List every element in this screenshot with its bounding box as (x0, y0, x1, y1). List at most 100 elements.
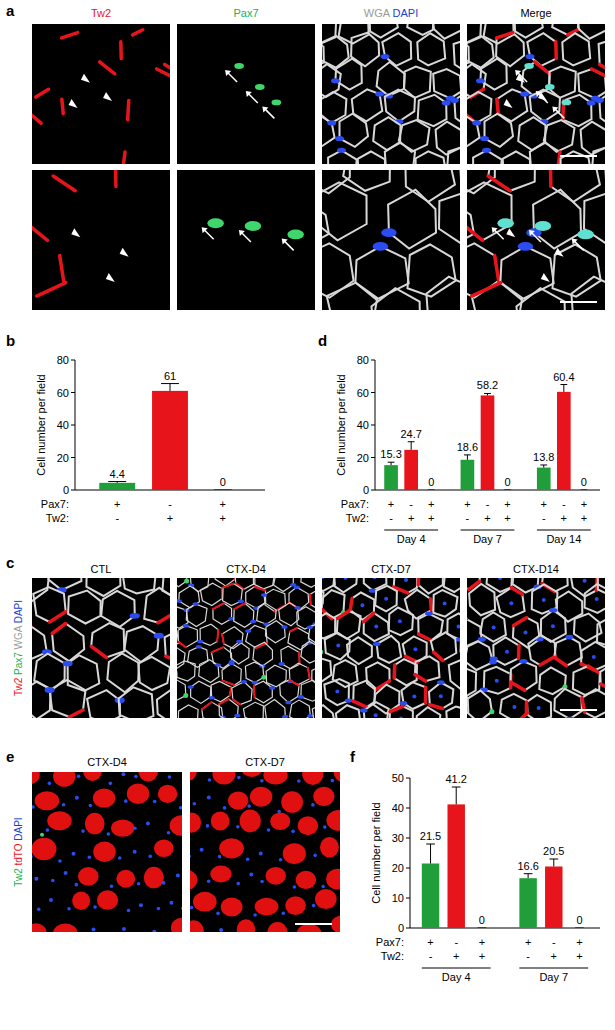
row-sign: + (525, 936, 531, 948)
nucleus (279, 858, 283, 862)
micrograph (322, 578, 460, 718)
fiber-outline (405, 170, 455, 202)
nucleus (373, 642, 381, 646)
tw2-signal (50, 612, 66, 622)
data-label: 15.3 (380, 448, 401, 460)
nucleus (177, 599, 182, 603)
tdto-fiber (326, 810, 340, 831)
fiber-outline (404, 67, 431, 98)
nucleus (121, 772, 125, 776)
error-stem (411, 442, 412, 450)
nucleus (279, 662, 285, 666)
nucleus (58, 859, 62, 863)
y-tick-label: 0 (63, 484, 69, 496)
pax7-signal (207, 218, 224, 228)
data-label: 60.4 (553, 371, 574, 383)
fiber-outline (385, 143, 415, 165)
fiber-outline (447, 147, 460, 164)
nucleus (62, 803, 66, 807)
stain-word: Pax7 (13, 652, 24, 678)
tdto-fiber (47, 811, 72, 830)
fiber-outline (245, 662, 263, 682)
nucleus (177, 718, 178, 719)
pax7-signal (535, 221, 552, 231)
tw2-signal (36, 89, 49, 97)
tw2-signal (289, 680, 299, 686)
tdto-fiber (315, 889, 337, 909)
tw2-signal (69, 710, 83, 717)
nucleus (323, 825, 327, 829)
arrow-head (225, 70, 231, 76)
fiber-outline (416, 151, 447, 164)
nucleus (45, 687, 55, 693)
tdto-fiber (190, 813, 201, 833)
y-tick (71, 425, 75, 426)
tdto-fiber (78, 867, 99, 886)
tdto-fiber (127, 784, 149, 805)
error-bar (581, 490, 588, 491)
arrowhead (69, 99, 78, 108)
fiber-outline (138, 657, 170, 690)
error-stem (170, 384, 171, 391)
nucleus (81, 829, 85, 833)
pax7-signal (183, 693, 188, 698)
nucleus (587, 100, 596, 105)
fiber-outline (266, 665, 286, 687)
nucleus (219, 928, 223, 932)
tdto-fiber (228, 791, 248, 809)
nucleus (152, 930, 156, 932)
nucleus (298, 695, 304, 699)
arrowhead (71, 228, 80, 237)
row-sign: - (542, 512, 546, 524)
stain-label: Tw2 Pax7 WGA DAPI (13, 600, 24, 696)
fiber-outline (417, 33, 445, 65)
tw2-signal (415, 675, 426, 682)
data-label: 0 (581, 476, 587, 488)
micrograph-content (32, 24, 170, 164)
fiber-outline (266, 621, 286, 643)
central-nucleus (384, 597, 388, 601)
fiber-outline (371, 288, 420, 310)
nucleus (148, 855, 152, 859)
tdto-fiber (190, 772, 197, 781)
group-line (519, 968, 588, 969)
tdto-fiber (93, 842, 115, 862)
tw2-signal (253, 686, 256, 698)
tdto-fiber (283, 843, 306, 864)
nucleus (51, 879, 55, 883)
y-tick-label: 50 (392, 772, 404, 784)
channel-word: DAPI (389, 7, 418, 19)
bar (473, 928, 490, 929)
micrograph (177, 24, 315, 164)
micrograph (177, 170, 315, 310)
panel-letter: f (350, 748, 356, 765)
pax7-signal (497, 218, 514, 228)
error-stem (430, 844, 431, 864)
fiber-outline (467, 691, 492, 718)
fiber-outline (544, 120, 575, 152)
y-axis (410, 778, 411, 928)
fiber-outline (388, 190, 436, 249)
fiber-outline (91, 623, 124, 657)
nucleus (169, 901, 173, 905)
fiber-outline (429, 683, 453, 709)
row-sign: - (526, 950, 530, 962)
error-stem (563, 385, 564, 392)
nucleus (32, 855, 33, 859)
row-sign: + (220, 512, 226, 524)
bar (577, 490, 591, 491)
fiber-outline (554, 637, 582, 666)
row-sign: - (168, 498, 172, 510)
fiber-outline (325, 633, 350, 660)
nucleus (245, 629, 251, 633)
nucleus (337, 148, 346, 153)
fiber-outline (562, 33, 590, 65)
bar (205, 490, 241, 491)
nucleus (64, 871, 68, 875)
pax7-signal (255, 84, 265, 90)
tdto-fiber (190, 920, 204, 932)
tw2-signal (390, 706, 403, 711)
nucleus (154, 633, 164, 639)
fiber-outline (122, 578, 157, 594)
central-nucleus (498, 578, 502, 580)
